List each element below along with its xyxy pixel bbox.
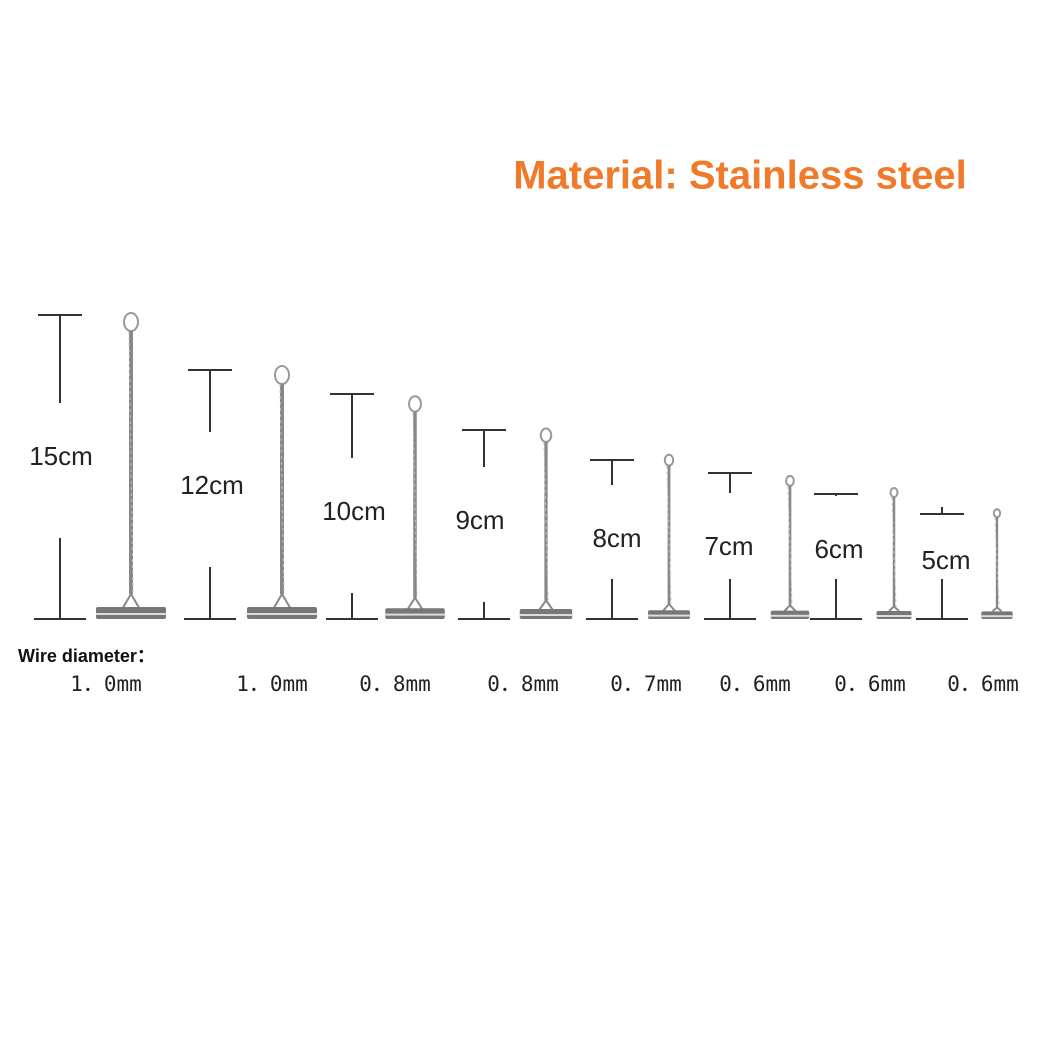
wire-coil-shine: [385, 613, 445, 616]
diameter-label: 0．6mm: [719, 672, 791, 696]
wire-twist: [787, 485, 793, 606]
wire-coil-shine: [648, 614, 690, 617]
length-label: 12cm: [180, 470, 244, 500]
wire-coil-shine: [96, 613, 166, 615]
diameter-label: 0．7mm: [610, 672, 682, 696]
wire-twist: [279, 383, 285, 595]
diameter-label: 0．6mm: [947, 672, 1019, 696]
wire-loop: [539, 427, 553, 443]
wire-fork: [271, 592, 293, 612]
wire-twist: [412, 411, 418, 598]
diameter-label: 1．0mm: [70, 672, 142, 696]
title: Material: Stainless steel: [513, 154, 967, 198]
wire-fork: [888, 605, 900, 612]
wire-twist: [891, 496, 897, 607]
length-label: 8cm: [592, 523, 641, 553]
wire-fork: [405, 595, 425, 612]
wire-fork: [991, 606, 1003, 612]
wire-coil-shine: [770, 614, 810, 617]
wire-fork: [783, 603, 797, 612]
wire-loop: [785, 474, 795, 487]
wire-twist: [666, 465, 672, 605]
length-label: 5cm: [921, 545, 970, 575]
wire-coil-shine: [876, 615, 912, 617]
wire-loop: [274, 365, 290, 385]
length-label: 9cm: [455, 505, 504, 535]
wire-coil-shine: [519, 614, 573, 616]
wire-coil-shine: [981, 615, 1013, 618]
wire-coil-shine: [247, 613, 317, 615]
length-label: 10cm: [322, 496, 386, 526]
length-label: 7cm: [704, 531, 753, 561]
wire-fork: [120, 592, 142, 612]
diameter-label: 1．0mm: [236, 672, 308, 696]
items: 15cm 1．0mm 12cm 1．0mm 10cm 0．8mm 9cm 0．8mm 8cm 0．…: [29, 312, 1019, 696]
diameter-label: 0．8mm: [487, 672, 559, 696]
wire-fork: [537, 598, 555, 612]
wire-loop: [408, 395, 422, 413]
wire-loop: [992, 508, 1002, 519]
diameter-label: 0．6mm: [834, 672, 906, 696]
wire-twist: [543, 441, 549, 601]
wire-loop: [889, 487, 899, 498]
wire-twist: [128, 330, 134, 595]
length-label: 15cm: [29, 441, 93, 471]
wire-loop: [663, 453, 675, 467]
wire-loop: [123, 312, 139, 332]
length-label: 6cm: [814, 534, 863, 564]
wire-label: Wire diameter：: [18, 646, 155, 666]
wire-fork: [662, 602, 676, 612]
diameter-label: 0．8mm: [359, 672, 431, 696]
